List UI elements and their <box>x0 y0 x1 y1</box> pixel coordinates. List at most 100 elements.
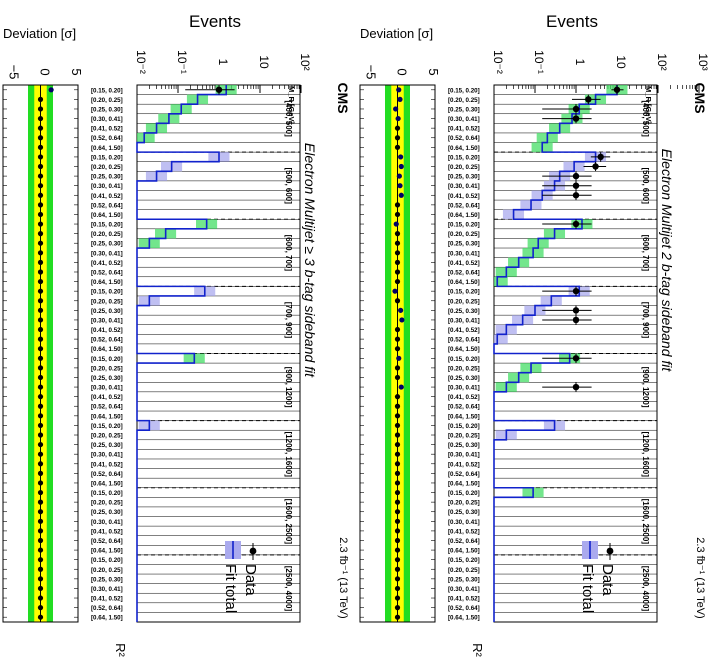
deviation-point <box>37 480 44 486</box>
data-point <box>572 192 580 199</box>
r2-bin-label: [0.52, 0.64] <box>448 269 480 276</box>
r2-bin-label: [0.41, 0.52] <box>91 596 123 603</box>
mr-band-label: [1200, 1600] <box>284 432 293 478</box>
deviation-point <box>393 106 399 112</box>
deviation-point <box>37 489 44 496</box>
deviation-point <box>394 125 401 131</box>
deviation-point <box>37 518 44 524</box>
data-point <box>572 172 580 180</box>
r2-bin-label: [0.64, 1.50] <box>91 145 123 152</box>
deviation-point <box>37 269 44 275</box>
deviation-point <box>392 288 398 294</box>
data-point <box>572 287 580 295</box>
r2-bin-label: [0.20, 0.25] <box>448 298 480 305</box>
mr-band-label: [2500, 4000] <box>641 566 650 612</box>
r2-bin-label: [0.64, 1.50] <box>91 480 123 487</box>
r2-bin-label: [0.20, 0.25] <box>448 433 480 440</box>
deviation-point <box>394 547 401 553</box>
events-plot: 10⁻² 10⁻¹ 1 10 10² 10³ Events [400, 500] [500, 6… <box>491 12 710 623</box>
r2-bin-label: [0.64, 1.50] <box>448 615 480 622</box>
r2-bin-label: [0.20, 0.25] <box>91 365 123 372</box>
deviation-point <box>394 259 401 266</box>
data-point <box>572 115 580 122</box>
r2-bin-label: [0.52, 0.64] <box>448 404 480 411</box>
r2-bin-label: [0.52, 0.64] <box>448 538 480 545</box>
r2-bin-label: [0.41, 0.52] <box>91 327 123 334</box>
deviation-point <box>394 605 401 611</box>
r2-bin-label: [0.20, 0.25] <box>448 500 480 507</box>
r2-bin-label: [0.25, 0.30] <box>91 106 123 113</box>
deviation-point <box>37 528 44 534</box>
r2-axis-title: R² <box>113 643 128 657</box>
deviation-point <box>399 317 405 323</box>
deviation-point <box>37 250 44 256</box>
r2-bin-label: [0.52, 0.64] <box>448 605 480 612</box>
deviation-point <box>37 346 44 352</box>
deviation-point <box>394 509 401 515</box>
fit-total-line <box>493 85 618 622</box>
deviation-point <box>37 202 44 208</box>
r2-bin-label: [0.20, 0.25] <box>91 500 123 507</box>
r2-bin-label: [0.25, 0.30] <box>448 174 480 181</box>
deviation-point <box>37 585 44 592</box>
deviation-point <box>394 374 401 381</box>
r2-bin-label: [0.30, 0.41] <box>448 385 480 392</box>
deviation-point <box>37 96 44 102</box>
deviation-point <box>37 192 44 198</box>
deviation-point <box>37 451 44 457</box>
mr-band-label: [700, 900] <box>641 302 650 339</box>
deviation-point <box>37 259 44 266</box>
legend-data-marker <box>249 547 257 555</box>
mr-axis-label: M_R [GeV] <box>287 86 296 124</box>
r2-bin-labels: [0.15, 0.20] [0.20, 0.25] [0.25, 0.30] [0.3… <box>448 87 485 657</box>
events-axis-title: Events <box>546 12 598 31</box>
r2-bin-label: [0.30, 0.41] <box>448 250 480 257</box>
deviation-point <box>398 384 404 390</box>
deviation-point <box>37 509 44 515</box>
deviation-point <box>395 115 401 122</box>
events-tick-label: 10⁻² <box>491 50 505 74</box>
deviation-point <box>37 470 44 476</box>
chart-title: Electron Multijet ≥ 3 b-tag sideband fit <box>302 143 318 378</box>
deviation-point <box>394 394 401 400</box>
mr-axis-label: M_R [GeV] <box>644 86 653 124</box>
deviation-point <box>394 499 401 505</box>
r2-bin-label: [0.41, 0.52] <box>91 126 123 133</box>
deviation-point <box>396 355 402 361</box>
r2-bin-label: [0.15, 0.20] <box>91 490 123 497</box>
r2-bin-label: [0.52, 0.64] <box>91 269 123 276</box>
r2-bin-label: [0.64, 1.50] <box>91 615 123 622</box>
deviation-point <box>37 317 44 323</box>
mr-band-label: [900, 1200] <box>284 367 293 408</box>
deviation-point <box>394 422 401 429</box>
data-point <box>572 307 580 314</box>
events-tick-label: 10² <box>298 53 312 70</box>
r2-bin-label: [0.25, 0.30] <box>91 241 123 248</box>
mr-band-label: [600, 700] <box>284 235 293 272</box>
r2-bin-label: [0.25, 0.30] <box>91 576 123 583</box>
deviation-point <box>37 614 44 620</box>
deviation-point <box>397 96 403 102</box>
deviation-point <box>398 307 404 313</box>
r2-bin-label: [0.15, 0.20] <box>448 490 480 497</box>
r2-bin-label: [0.20, 0.25] <box>448 567 480 574</box>
r2-bin-label: [0.20, 0.25] <box>91 433 123 440</box>
r2-bin-label: [0.15, 0.20] <box>91 87 123 94</box>
r2-bin-label: [0.25, 0.30] <box>448 241 480 248</box>
mr-band-label: [1600, 2500] <box>284 499 293 545</box>
deviation-point <box>394 614 401 620</box>
deviation-point <box>394 144 401 150</box>
events-tick-label: 10 <box>614 55 628 69</box>
r2-bin-label: [0.52, 0.64] <box>91 135 123 142</box>
deviation-point <box>37 576 44 582</box>
deviation-point <box>394 528 401 534</box>
r2-bin-label: [0.64, 1.50] <box>448 413 480 420</box>
deviation-point <box>37 557 44 563</box>
deviation-point <box>394 298 401 304</box>
data-point <box>572 383 580 391</box>
deviation-point <box>394 403 401 409</box>
r2-bin-label: [0.20, 0.25] <box>91 298 123 305</box>
deviation-point <box>394 250 401 256</box>
mr-band-label: [900, 1200] <box>641 367 650 408</box>
r2-bin-label: [0.20, 0.25] <box>448 365 480 372</box>
